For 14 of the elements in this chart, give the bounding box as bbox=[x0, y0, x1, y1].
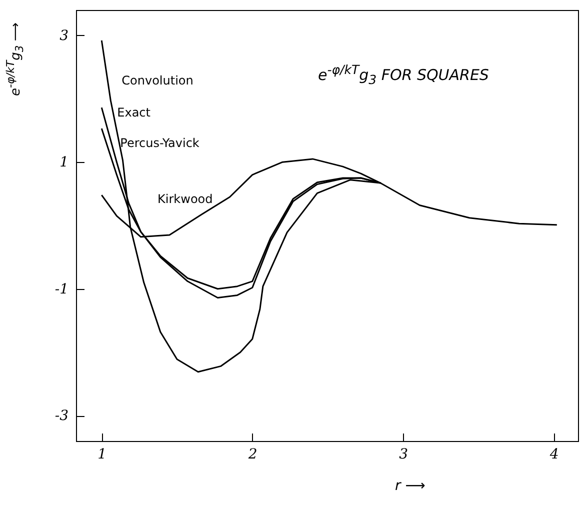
x-tick-label: 4 bbox=[548, 446, 559, 462]
text: e$^{-φ/kT}$g$_{3}$ FOR SQUARES bbox=[318, 62, 489, 87]
annotation: Convolution bbox=[122, 73, 194, 88]
x-tick-label: 3 bbox=[399, 446, 408, 462]
y-tick-label: -1 bbox=[54, 281, 68, 298]
x-axis-title: r ⟶ bbox=[395, 478, 426, 494]
annotation: Exact bbox=[117, 106, 151, 120]
x-tick-label: 2 bbox=[247, 446, 258, 462]
y-tick-label: 3 bbox=[60, 28, 69, 44]
y-tick-label: 1 bbox=[60, 154, 68, 171]
annotation: Percus-Yavick bbox=[120, 136, 200, 150]
y-tick-label: -3 bbox=[54, 408, 69, 424]
x-tick-label: 1 bbox=[98, 446, 107, 462]
annotation: Kirkwood bbox=[158, 192, 213, 206]
